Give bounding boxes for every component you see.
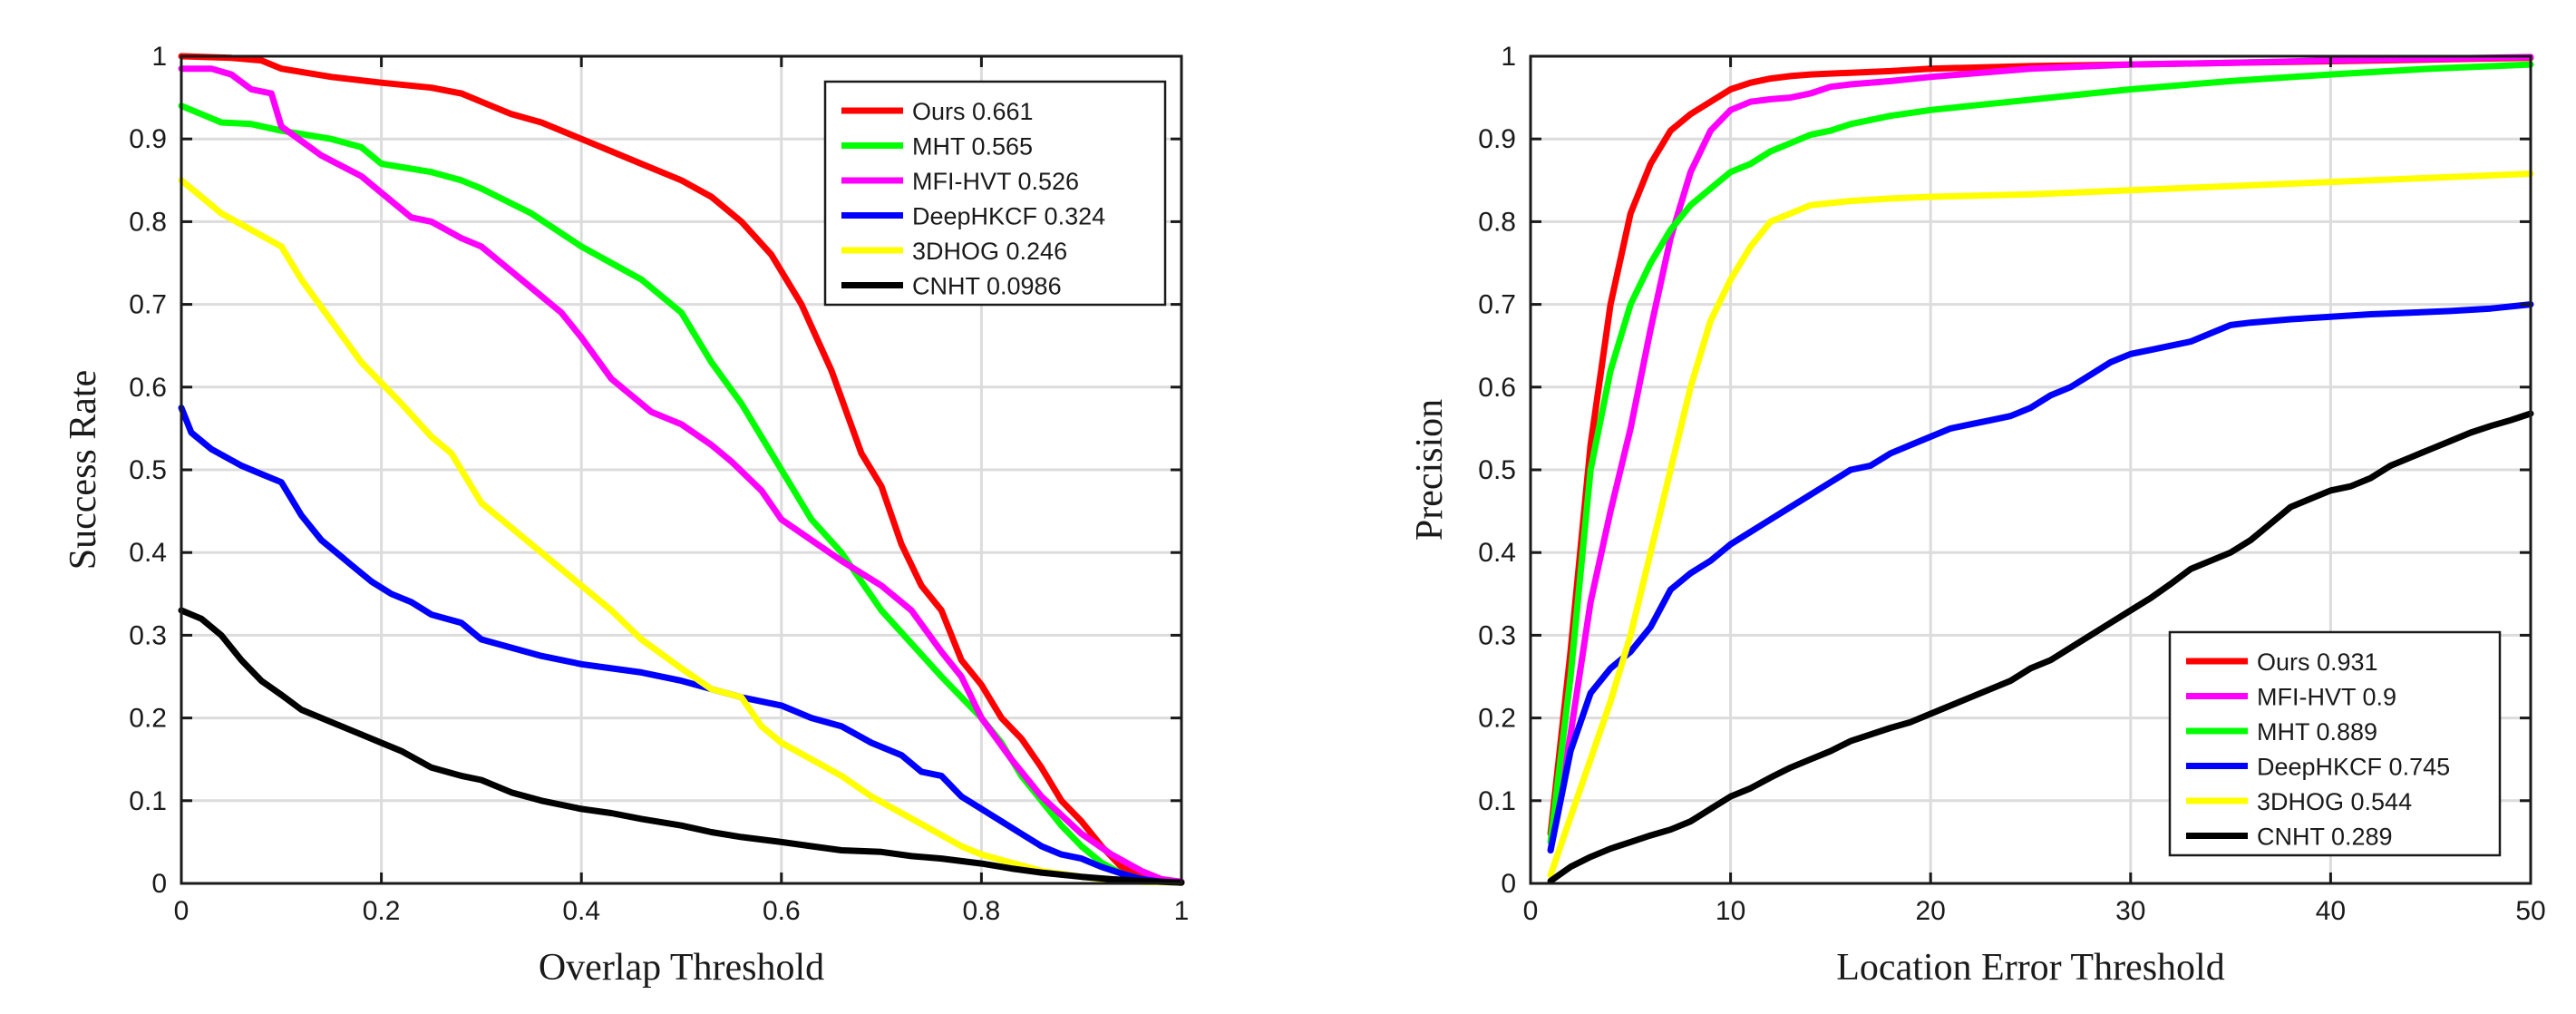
series-group bbox=[1547, 54, 2534, 884]
y-tick-label: 0.3 bbox=[1478, 620, 1516, 650]
y-axis-title: Success Rate bbox=[63, 370, 104, 570]
success-rate-chart: 0 0.2 0.4 0.6 0.8 1 0 0.1 0.2 0.3 0.4 0.5 0.6 0.7 0.8 0… bbox=[63, 42, 1189, 989]
legend-label-cnht: CNHT 0.289 bbox=[2257, 824, 2393, 851]
x-tick-label: 40 bbox=[2316, 896, 2346, 926]
ticks: 0 0.2 0.4 0.6 0.8 1 0 0.1 0.2 0.3 0.4 0.5 0.6 0.7 0.8 0… bbox=[129, 42, 1189, 926]
y-tick-label: 0.5 bbox=[129, 455, 167, 485]
y-tick-label: 0.1 bbox=[129, 786, 167, 816]
legend-label-deephkcf: DeepHKCF 0.324 bbox=[912, 203, 1105, 230]
y-axis-title: Precision bbox=[1409, 399, 1451, 541]
legend-label-mht: MHT 0.889 bbox=[2257, 718, 2377, 746]
x-tick-label: 0.8 bbox=[963, 896, 1001, 926]
y-tick-label: 0.4 bbox=[129, 538, 167, 568]
x-tick-label: 0.2 bbox=[363, 896, 401, 926]
y-tick-label: 1 bbox=[151, 42, 167, 72]
series-line-3dhog bbox=[178, 177, 1185, 886]
series-line-ours bbox=[178, 53, 1185, 886]
legend-label-cnht: CNHT 0.0986 bbox=[912, 273, 1062, 300]
x-tick-label: 10 bbox=[1716, 896, 1745, 926]
y-tick-label: 0.1 bbox=[1478, 786, 1516, 816]
y-tick-label: 0.9 bbox=[1478, 124, 1516, 154]
legend-label-mfi-hvt: MFI-HVT 0.9 bbox=[2257, 684, 2396, 711]
legend-label-3dhog: 3DHOG 0.246 bbox=[912, 238, 1067, 265]
legend-label-mht: MHT 0.565 bbox=[912, 133, 1033, 161]
legend-box bbox=[2168, 630, 2502, 857]
series-line-deephkcf bbox=[1547, 301, 2534, 853]
legend-label-ours: Ours 0.661 bbox=[912, 98, 1034, 125]
series-group bbox=[178, 53, 1185, 886]
legend-label-mfi-hvt: MFI-HVT 0.526 bbox=[912, 168, 1079, 195]
y-tick-label: 0.3 bbox=[129, 620, 167, 650]
legend-label-deephkcf: DeepHKCF 0.745 bbox=[2257, 754, 2450, 781]
series-line-deephkcf bbox=[178, 405, 1185, 886]
y-tick-label: 0.7 bbox=[129, 290, 167, 320]
y-tick-label: 0.4 bbox=[1478, 538, 1516, 568]
y-tick-label: 0.6 bbox=[1478, 373, 1516, 403]
y-tick-label: 0.5 bbox=[1478, 455, 1516, 485]
legend-label-ours: Ours 0.931 bbox=[2257, 648, 2378, 676]
series-line-mfi-hvt bbox=[1547, 54, 2534, 853]
y-tick-label: 1 bbox=[1501, 42, 1516, 72]
ticks: 0 10 20 30 40 50 0 0.1 0.2 0.3 0.4 0.5 0.6 0.7 0.8 0.9 1 bbox=[1478, 42, 2545, 926]
series-line-mht bbox=[178, 102, 1185, 886]
y-tick-label: 0.7 bbox=[1478, 290, 1516, 320]
series-line-cnht bbox=[178, 607, 1185, 886]
x-tick-label: 50 bbox=[2515, 896, 2545, 926]
legend: Ours 0.931 MFI-HVT 0.9 MHT 0.889 DeepHKCF 0… bbox=[2168, 630, 2502, 857]
legend: Ours 0.661 MHT 0.565 MFI-HVT 0.526 DeepHKCF… bbox=[823, 80, 1167, 307]
y-tick-label: 0.2 bbox=[129, 704, 167, 734]
legend-box bbox=[823, 80, 1167, 307]
legend-label-3dhog: 3DHOG 0.544 bbox=[2257, 788, 2412, 815]
series-line-mfi-hvt bbox=[178, 65, 1185, 885]
x-tick-label: 30 bbox=[2115, 896, 2145, 926]
series-line-mht bbox=[1547, 61, 2534, 845]
x-tick-label: 20 bbox=[1916, 896, 1946, 926]
x-tick-label: 1 bbox=[1174, 896, 1190, 926]
y-tick-label: 0 bbox=[151, 869, 167, 899]
y-tick-label: 0.2 bbox=[1478, 704, 1516, 734]
x-tick-label: 0 bbox=[174, 896, 190, 926]
x-tick-label: 0.6 bbox=[763, 896, 801, 926]
x-tick-label: 0 bbox=[1523, 896, 1539, 926]
x-axis-title: Overlap Threshold bbox=[539, 947, 824, 989]
y-tick-label: 0 bbox=[1501, 869, 1516, 899]
series-line-3dhog bbox=[1547, 171, 2534, 879]
y-tick-label: 0.9 bbox=[129, 124, 167, 154]
precision-chart: 0 10 20 30 40 50 0 0.1 0.2 0.3 0.4 0.5 0.6 0.7 0.8 0.9 1… bbox=[1409, 42, 2546, 989]
x-axis-title: Location Error Threshold bbox=[1836, 947, 2224, 989]
y-tick-label: 0.8 bbox=[129, 207, 167, 237]
series-line-cnht bbox=[1547, 410, 2534, 884]
y-tick-label: 0.6 bbox=[129, 373, 167, 403]
y-tick-label: 0.8 bbox=[1478, 207, 1516, 237]
x-tick-label: 0.4 bbox=[562, 896, 600, 926]
